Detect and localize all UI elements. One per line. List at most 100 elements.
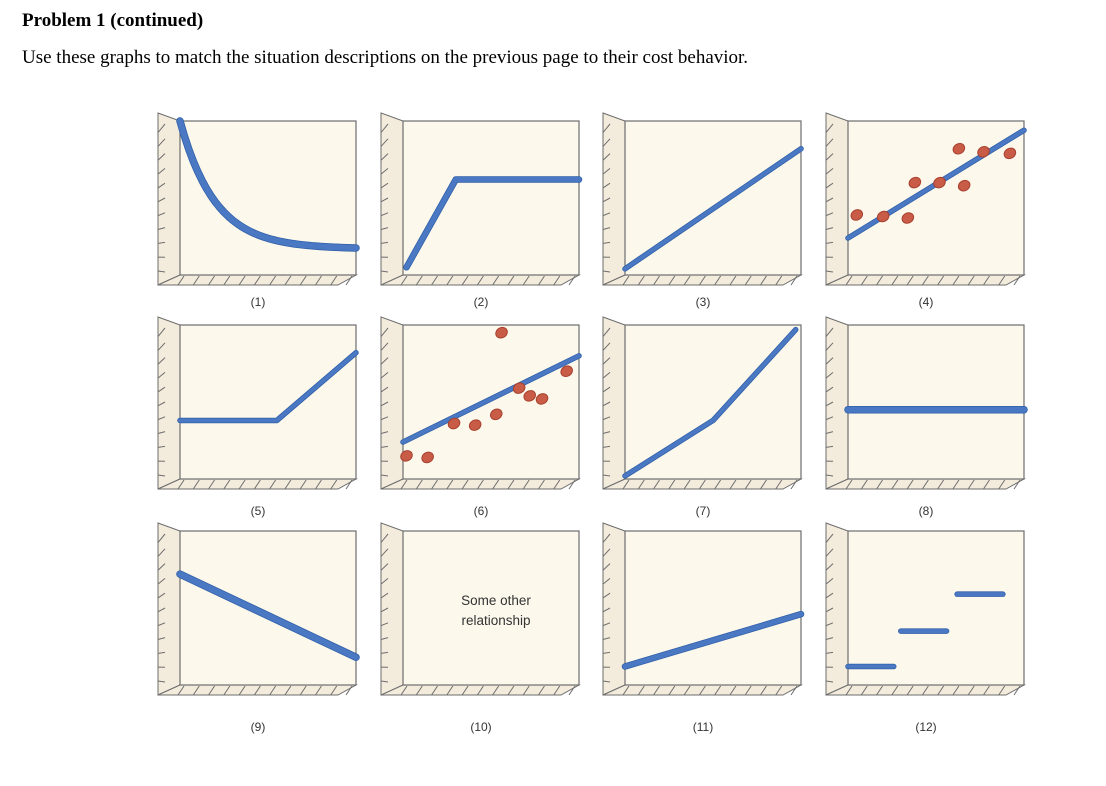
x-tick — [299, 479, 307, 490]
y-tick — [380, 622, 389, 627]
y-tick — [825, 241, 834, 244]
x-tick — [492, 479, 500, 490]
y-tick — [157, 680, 166, 683]
x-tick — [507, 275, 515, 286]
graph-label: (2) — [473, 295, 489, 309]
x-tick — [223, 685, 231, 696]
y-tick — [602, 680, 611, 683]
x-tick — [983, 685, 990, 696]
x-tick — [553, 685, 561, 696]
x-tick — [400, 479, 408, 490]
y-tick — [602, 138, 611, 147]
floor — [602, 274, 803, 286]
y-tick — [380, 680, 389, 683]
x-tick — [906, 479, 914, 490]
x-tick — [622, 479, 630, 490]
x-tick — [637, 685, 645, 696]
left-wall — [602, 316, 626, 490]
x-tick — [299, 685, 307, 696]
graph-panel-11: (11) — [602, 513, 805, 734]
x-tick — [952, 685, 960, 696]
graph-panel-10: Some other relationship (10) — [380, 513, 581, 734]
graph-4-plot — [825, 112, 1027, 286]
x-tick — [345, 275, 353, 286]
y-tick — [380, 227, 389, 230]
x-tick — [446, 275, 454, 286]
x-tick — [269, 479, 277, 490]
x-tick — [876, 685, 883, 696]
data-point — [400, 450, 413, 462]
plot-area — [402, 120, 580, 276]
left-wall — [380, 316, 404, 490]
x-tick — [714, 275, 722, 286]
y-tick — [157, 241, 166, 244]
x-tick — [760, 275, 767, 286]
left-wall — [157, 522, 181, 696]
y-tick — [157, 445, 166, 448]
y-tick — [380, 445, 389, 448]
left-wall — [825, 112, 849, 286]
x-tick — [683, 275, 691, 286]
x-tick — [492, 685, 500, 696]
x-tick — [698, 275, 706, 286]
x-tick — [431, 685, 438, 696]
y-tick — [602, 227, 611, 230]
left-wall — [602, 112, 626, 286]
left-wall — [380, 112, 404, 286]
graph-label: (10) — [470, 720, 492, 734]
y-tick — [157, 197, 166, 203]
x-tick — [476, 685, 484, 696]
graph-panel-2: (2) — [380, 103, 583, 309]
graph-label: (11) — [692, 720, 714, 734]
data-point — [977, 146, 990, 158]
data-point — [495, 326, 508, 339]
x-tick — [415, 479, 423, 490]
data-point — [468, 419, 482, 431]
y-tick — [380, 182, 389, 189]
graph-12-plot — [825, 522, 1026, 696]
cost-line — [623, 146, 803, 271]
y-tick — [380, 416, 389, 421]
x-tick — [538, 479, 545, 490]
graph-label: (6) — [473, 504, 489, 518]
data-point — [908, 176, 922, 189]
graph-panel-8: (8) — [825, 307, 1028, 518]
graph-2-plot — [380, 112, 583, 286]
y-tick — [157, 123, 166, 133]
y-tick — [602, 607, 611, 613]
data-point — [523, 390, 536, 402]
y-tick — [380, 153, 389, 161]
left-wall — [157, 316, 181, 490]
data-point — [560, 365, 573, 377]
x-tick — [522, 685, 530, 696]
x-tick — [668, 685, 676, 696]
y-tick — [825, 637, 834, 640]
y-tick — [380, 651, 389, 654]
data-point — [876, 210, 890, 223]
y-tick — [157, 416, 166, 421]
y-tick — [157, 372, 166, 379]
x-tick — [637, 275, 645, 286]
y-tick — [825, 168, 834, 175]
x-tick — [284, 479, 292, 490]
x-tick — [952, 479, 960, 490]
y-tick — [380, 138, 389, 147]
x-tick — [223, 479, 231, 490]
x-tick — [967, 685, 975, 696]
x-tick — [790, 479, 798, 490]
graph-1-plot — [157, 112, 360, 286]
y-tick — [825, 123, 834, 133]
y-tick — [602, 416, 611, 421]
y-tick — [825, 431, 834, 434]
x-tick — [330, 479, 338, 490]
y-tick — [825, 342, 834, 351]
x-tick — [238, 479, 246, 490]
y-tick — [157, 182, 166, 189]
floor — [825, 478, 1026, 490]
y-tick — [825, 680, 834, 683]
graph-label: (8) — [918, 504, 934, 518]
x-tick — [522, 479, 530, 490]
x-tick — [538, 275, 545, 286]
plot-area — [402, 530, 580, 686]
x-tick — [192, 275, 200, 286]
